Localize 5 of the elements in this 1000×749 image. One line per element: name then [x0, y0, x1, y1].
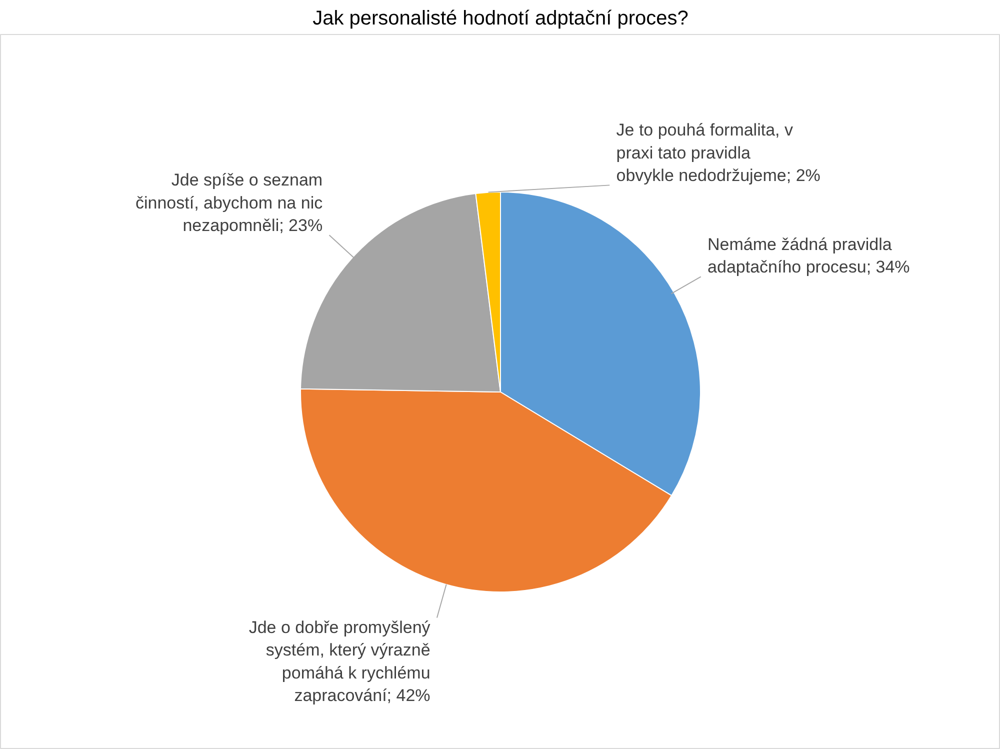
- slice-label: Nemáme žádná pravidla adaptačního procesu; 34%: [708, 234, 910, 277]
- chart-title: Jak personalisté hodnotí adptační proces?: [312, 8, 688, 30]
- slice-label: Jde o dobře promyšlený systém, který výrazně pomáhá k rychlému zapracování; 42%: [248, 618, 431, 706]
- slice-label: Jde spíše o seznam činností, abychom na nic nezapomněli; 23%: [135, 170, 324, 236]
- slice-label: Je to pouhá formalita, v praxi tato pravidla obvykle nedodržujeme; 2%: [616, 120, 820, 186]
